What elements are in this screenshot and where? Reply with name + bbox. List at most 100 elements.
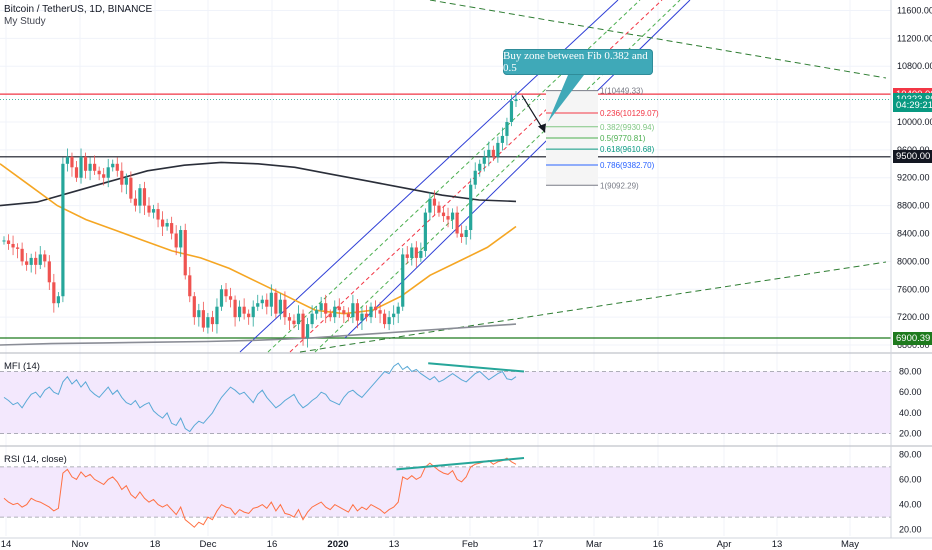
candle-body bbox=[410, 247, 414, 258]
y-tick-label: 8800.00 bbox=[897, 201, 930, 211]
candle-body bbox=[29, 257, 33, 265]
x-tick-label: 17 bbox=[533, 539, 544, 550]
candle-body bbox=[496, 142, 500, 157]
rsi-divergence-line bbox=[396, 457, 525, 471]
candle-body bbox=[192, 296, 196, 318]
candle-body bbox=[138, 188, 142, 206]
fib-level-label: 0.5(9770.81) bbox=[600, 134, 646, 143]
candle-body bbox=[328, 313, 332, 318]
candle-body bbox=[133, 198, 137, 206]
support-trendline bbox=[299, 261, 887, 353]
fib-level-label: 0.786(9382.70) bbox=[600, 161, 655, 170]
rsi-band bbox=[0, 466, 891, 518]
candle-body bbox=[2, 240, 6, 242]
candle-body bbox=[224, 289, 228, 297]
rsi-panel bbox=[0, 457, 891, 528]
candle-body bbox=[79, 156, 83, 178]
candle-body bbox=[278, 299, 282, 314]
fib-level-label: 1(9092.29) bbox=[600, 181, 639, 190]
ma-orange-line bbox=[0, 163, 517, 315]
fib-level-label: 0.382(9930.94) bbox=[600, 123, 655, 132]
candle-body bbox=[387, 317, 391, 325]
mfi-divergence-line bbox=[428, 362, 525, 373]
mfi-panel-label: MFI (14) bbox=[4, 361, 40, 372]
fib-level-label: 0.618(9610.68) bbox=[600, 145, 655, 154]
candle-body bbox=[469, 184, 473, 231]
candle-body bbox=[392, 313, 396, 318]
candle-body bbox=[446, 216, 450, 220]
candle-body bbox=[6, 240, 11, 244]
candle-body bbox=[52, 282, 56, 304]
buy-zone-callout[interactable]: Buy zone between Fib 0.382 and 0.5 bbox=[503, 49, 653, 75]
candle-body bbox=[74, 167, 79, 178]
candle-body bbox=[401, 254, 405, 307]
y-tick-label: 10800.00 bbox=[897, 61, 932, 71]
candle-body bbox=[156, 209, 160, 220]
candle-body bbox=[197, 310, 201, 318]
price-panel: 1(10449.33) 0.236(10129.07) 0.382(9930.94)… bbox=[0, 0, 891, 353]
candle-body bbox=[478, 163, 482, 171]
x-tick-label: Dec bbox=[200, 539, 217, 550]
candle-body bbox=[301, 313, 305, 339]
candle-body bbox=[65, 156, 70, 164]
mfi-y-tick: 40.00 bbox=[899, 408, 922, 418]
y-tick-label: 9200.00 bbox=[897, 173, 930, 183]
candle-body bbox=[228, 296, 233, 300]
candle-body bbox=[93, 163, 97, 171]
candle-body bbox=[179, 230, 183, 248]
arrow-head bbox=[538, 123, 546, 133]
y-tick-label: 8000.00 bbox=[897, 256, 930, 266]
candle-body bbox=[88, 163, 92, 171]
price-tag: 04:29:21 bbox=[893, 98, 932, 112]
candle-body bbox=[473, 170, 477, 185]
candle-body bbox=[500, 135, 505, 143]
candle-body bbox=[324, 303, 328, 314]
candle-body bbox=[170, 223, 174, 234]
candle-body bbox=[333, 306, 337, 318]
candle-body bbox=[215, 306, 219, 325]
resistance-trendline bbox=[429, 0, 887, 79]
candle-body bbox=[11, 243, 15, 248]
candle-body bbox=[183, 230, 187, 276]
candle-body bbox=[111, 163, 115, 168]
candle-body bbox=[106, 167, 110, 178]
candle-body bbox=[441, 212, 446, 217]
candle-body bbox=[56, 296, 60, 304]
candle-body bbox=[15, 247, 20, 249]
mfi-panel bbox=[0, 362, 891, 435]
candle-body bbox=[265, 299, 269, 307]
candle-body bbox=[315, 310, 319, 314]
candle-body bbox=[142, 188, 147, 206]
candle-body bbox=[61, 163, 65, 297]
candle-body bbox=[20, 248, 24, 262]
x-tick-label: 13 bbox=[389, 539, 400, 550]
candle-body bbox=[47, 261, 51, 283]
x-tick-label: 16 bbox=[653, 539, 664, 550]
candle-body bbox=[233, 299, 237, 318]
candle-body bbox=[120, 170, 124, 185]
candle-body bbox=[509, 101, 514, 122]
x-tick-label: 14 bbox=[1, 539, 12, 550]
y-tick-label: 7600.00 bbox=[897, 284, 930, 294]
candle-body bbox=[102, 174, 106, 178]
candle-body bbox=[247, 313, 251, 318]
candle-body bbox=[201, 310, 205, 328]
candle-body bbox=[419, 250, 423, 258]
candle-body bbox=[238, 306, 242, 318]
candle-body bbox=[423, 212, 427, 251]
candle-body bbox=[251, 306, 255, 318]
candle-body bbox=[287, 317, 292, 321]
candle-body bbox=[464, 230, 468, 237]
candle-body bbox=[292, 320, 296, 325]
candle-body bbox=[450, 212, 455, 220]
candle-body bbox=[428, 198, 432, 213]
price-tag: 9500.00 bbox=[893, 150, 932, 164]
symbol-title: Bitcoin / TetherUS, 1D, BINANCE bbox=[4, 4, 153, 15]
price-tag: 6900.39 bbox=[893, 331, 932, 345]
x-tick-label: Apr bbox=[717, 539, 732, 550]
mfi-y-tick: 80.00 bbox=[899, 367, 922, 377]
candle-body bbox=[274, 292, 278, 314]
x-tick-label: Nov bbox=[72, 539, 89, 550]
rsi-y-tick: 20.00 bbox=[899, 525, 922, 535]
